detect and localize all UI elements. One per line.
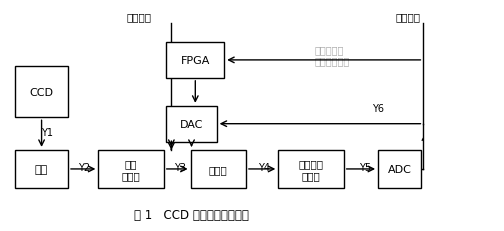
FancyBboxPatch shape [278,150,344,188]
Text: FPGA: FPGA [180,56,210,66]
Text: 相关
双采样: 相关 双采样 [121,158,141,180]
Text: DAC: DAC [180,119,203,129]
FancyBboxPatch shape [15,67,68,118]
Text: 图 1   CCD 输出信号处理电路: 图 1 CCD 输出信号处理电路 [134,208,249,221]
Text: Y1: Y1 [41,128,53,138]
FancyBboxPatch shape [191,150,246,188]
FancyBboxPatch shape [15,150,68,188]
Text: 采样时钟: 采样时钟 [396,12,421,22]
Text: Y6: Y6 [372,103,384,114]
Text: 减法器: 减法器 [209,164,228,174]
Text: Y3: Y3 [174,162,186,172]
Text: Y4: Y4 [258,162,270,172]
Text: 可变增益
放大器: 可变增益 放大器 [298,158,324,180]
FancyBboxPatch shape [166,43,224,79]
FancyBboxPatch shape [378,150,421,188]
FancyBboxPatch shape [166,106,217,142]
Text: 采样时钟: 采样时钟 [126,12,151,22]
Text: Y5: Y5 [359,162,371,172]
Text: ADC: ADC [388,164,411,174]
Text: 预放: 预放 [35,164,48,174]
Text: CCD: CCD [30,87,53,97]
FancyBboxPatch shape [98,150,164,188]
Text: 有效像元和
暗像元的码值: 有效像元和 暗像元的码值 [315,45,350,66]
Text: Y2: Y2 [78,162,90,172]
